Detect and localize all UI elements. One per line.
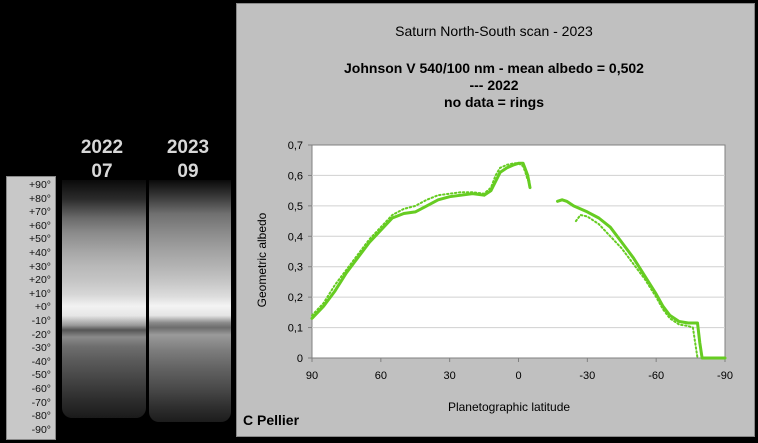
saturn-strip-2023 <box>149 180 231 422</box>
latitude-tick: +80° <box>28 192 51 205</box>
strip-label-2023: 2023 09 <box>153 136 223 184</box>
y-tick-label: 0 <box>297 353 303 365</box>
x-tick-label: 30 <box>444 370 456 382</box>
y-tick-label: 0,7 <box>288 140 303 152</box>
image-panel: 2022 07 2023 09 +90° +80° +70° +60° +50° +40°… <box>0 0 235 443</box>
latitude-tick: -30° <box>31 342 51 355</box>
x-tick-label: 0 <box>515 370 521 382</box>
latitude-tick: +30° <box>28 260 51 273</box>
chart-subtitle-line-2: --- 2022 <box>469 77 518 93</box>
y-tick-labels: 0 0,1 0,2 0,3 0,4 0,5 0,6 0,7 <box>288 140 303 365</box>
x-tick-label: 60 <box>375 370 387 382</box>
series-2022-segment-1 <box>311 162 531 317</box>
saturn-strip-2022 <box>62 180 146 418</box>
y-axis-label: Geometric albedo <box>255 212 269 307</box>
chart-title: Saturn North-South scan - 2023 <box>395 23 593 39</box>
strip-year: 2023 <box>166 137 210 158</box>
y-tick-label: 0,5 <box>288 201 303 213</box>
y-tick-label: 0,3 <box>288 262 303 274</box>
series-2022-segment-2 <box>574 214 699 359</box>
strip-month: 07 <box>91 161 113 182</box>
latitude-tick: +10° <box>28 287 51 300</box>
x-tick-label: -90 <box>717 370 733 382</box>
series-2023-segment-1 <box>310 161 532 320</box>
latitude-tick: -80° <box>31 410 51 423</box>
y-tick-label: 0,6 <box>288 170 303 182</box>
strip-year: 2022 <box>80 137 124 158</box>
x-tick-labels: 90 60 30 0 -30 -60 -90 <box>306 370 733 382</box>
credit-label: C Pellier <box>243 412 300 428</box>
latitude-tick: -50° <box>31 369 51 382</box>
grid <box>308 144 726 362</box>
latitude-scale: +90° +80° +70° +60° +50° +40° +30° +20° +10° +0° -… <box>6 176 56 440</box>
series-lines <box>310 161 727 360</box>
latitude-tick: -10° <box>31 315 51 327</box>
latitude-tick: -40° <box>31 355 51 368</box>
x-axis-label: Planetographic latitude <box>448 400 570 414</box>
x-tick-label: 90 <box>306 370 318 382</box>
y-tick-label: 0,2 <box>288 292 303 304</box>
latitude-tick: -90° <box>31 423 51 436</box>
latitude-tick: +70° <box>28 206 51 219</box>
latitude-tick: -70° <box>31 396 51 409</box>
latitude-tick: +50° <box>28 233 51 246</box>
x-tick-label: -30 <box>579 370 595 382</box>
y-tick-label: 0,1 <box>288 323 303 335</box>
latitude-tick: +40° <box>28 247 51 259</box>
latitude-tick: +60° <box>28 219 51 232</box>
latitude-tick: -20° <box>31 328 51 341</box>
latitude-tick: +20° <box>28 274 51 287</box>
strip-label-2022: 2022 07 <box>67 136 137 184</box>
latitude-tick: +90° <box>28 179 51 191</box>
latitude-tick: +0° <box>34 301 51 314</box>
y-tick-label: 0,4 <box>288 231 303 243</box>
latitude-tick: -60° <box>31 383 51 395</box>
x-tick-label: -60 <box>648 370 664 382</box>
chart-subtitle-line-3: no data = rings <box>444 94 544 110</box>
strip-month: 09 <box>177 161 199 182</box>
chart-subtitle-line-1: Johnson V 540/100 nm - mean albedo = 0,5… <box>344 60 644 76</box>
series-2023-segment-2 <box>556 198 727 360</box>
plot-area <box>311 144 726 359</box>
